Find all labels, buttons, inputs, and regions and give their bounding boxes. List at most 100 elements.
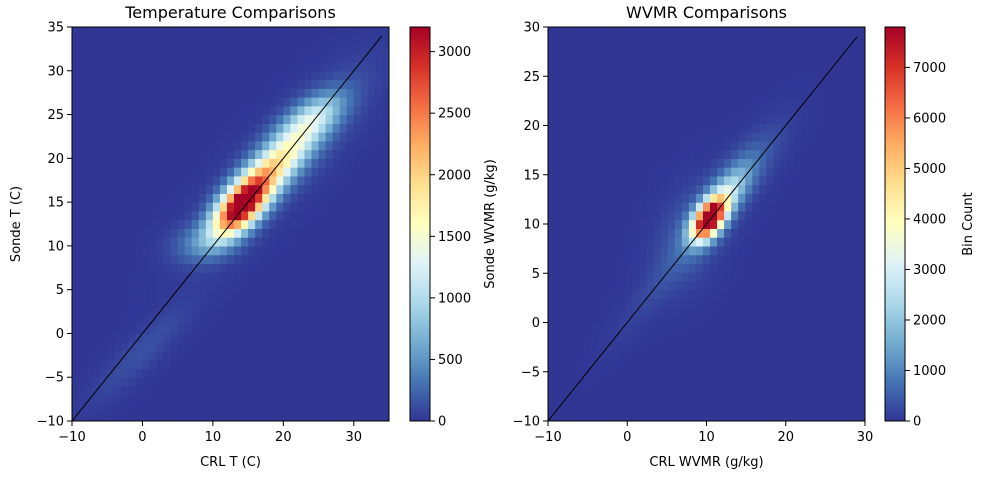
wvmr-bin bbox=[569, 324, 577, 335]
temperature-bin bbox=[100, 184, 108, 194]
wvmr-bin bbox=[787, 53, 796, 63]
temperature-bin bbox=[191, 394, 200, 405]
wvmr-bin bbox=[794, 193, 803, 203]
wvmr-bin bbox=[850, 263, 859, 273]
wvmr-bin bbox=[836, 132, 845, 142]
temperature-bin bbox=[212, 79, 221, 89]
wvmr-bin bbox=[738, 289, 746, 300]
temperature-bin bbox=[318, 62, 327, 72]
wvmr-bin bbox=[745, 219, 753, 229]
wvmr-bin bbox=[808, 53, 817, 63]
wvmr-bin bbox=[576, 280, 584, 291]
temperature-bin bbox=[381, 403, 389, 413]
wvmr-bin bbox=[745, 184, 753, 194]
wvmr-bin bbox=[808, 377, 817, 387]
wvmr-bin bbox=[674, 324, 683, 335]
wvmr-bin bbox=[576, 62, 584, 72]
temperature-bin bbox=[297, 237, 306, 247]
wvmr-bin bbox=[639, 70, 648, 81]
wvmr-bin bbox=[850, 350, 859, 361]
wvmr-bin bbox=[583, 70, 591, 81]
wvmr-bin bbox=[780, 272, 789, 282]
wvmr-bin bbox=[632, 193, 641, 203]
temperature-bin bbox=[346, 412, 355, 421]
temperature-bin bbox=[212, 184, 221, 194]
temperature-bin bbox=[121, 44, 129, 54]
temperature-bin bbox=[269, 105, 277, 116]
temperature-bin bbox=[241, 307, 249, 317]
wvmr-bin bbox=[590, 368, 598, 378]
wvmr-bin bbox=[794, 79, 803, 89]
temperature-bin bbox=[107, 132, 115, 142]
wvmr-bin bbox=[773, 298, 782, 308]
temperature-bin bbox=[156, 35, 165, 46]
temperature-bin bbox=[128, 289, 136, 300]
wvmr-bin bbox=[731, 27, 739, 37]
temperature-bin bbox=[304, 70, 313, 81]
wvmr-bin bbox=[836, 70, 845, 81]
temperature-bin bbox=[114, 342, 122, 352]
wvmr-bin bbox=[815, 289, 824, 300]
temperature-bin bbox=[93, 158, 101, 168]
wvmr-bin bbox=[555, 62, 563, 72]
wvmr-bin bbox=[710, 237, 718, 247]
wvmr-bin bbox=[752, 272, 760, 282]
wvmr-bin bbox=[618, 254, 627, 264]
temperature-bin bbox=[170, 403, 179, 413]
temperature-bin bbox=[290, 403, 299, 413]
temperature-bin bbox=[234, 342, 242, 352]
temperature-bin bbox=[191, 315, 200, 326]
temperature-bin bbox=[72, 298, 80, 308]
temperature-bin bbox=[283, 263, 291, 273]
wvmr-bin bbox=[569, 403, 577, 413]
wvmr-bin bbox=[822, 289, 831, 300]
temperature-bin bbox=[107, 202, 115, 212]
wvmr-bin bbox=[639, 254, 648, 264]
wvmr-bin bbox=[604, 228, 612, 238]
temperature-bin bbox=[304, 132, 313, 142]
wvmr-bin bbox=[731, 412, 739, 421]
wvmr-bin bbox=[822, 359, 831, 370]
wvmr-bin bbox=[787, 79, 796, 89]
wvmr-bin bbox=[724, 79, 732, 89]
temperature-bin bbox=[367, 193, 376, 203]
wvmr-bin bbox=[639, 237, 648, 247]
temperature-bin bbox=[283, 27, 291, 37]
wvmr-bin bbox=[632, 315, 641, 326]
wvmr-bin bbox=[738, 114, 746, 124]
wvmr-bin bbox=[555, 254, 563, 264]
wvmr-bin bbox=[808, 263, 817, 273]
temperature-bin bbox=[241, 368, 249, 378]
wvmr-bin bbox=[576, 333, 584, 343]
wvmr-bin bbox=[710, 193, 718, 203]
wvmr-bin bbox=[808, 342, 817, 352]
temperature-bin bbox=[212, 350, 221, 361]
wvmr-bin bbox=[745, 202, 753, 212]
temperature-bin bbox=[339, 359, 348, 370]
wvmr-bin bbox=[667, 62, 676, 72]
wvmr-bin bbox=[836, 210, 845, 221]
wvmr-bin bbox=[583, 272, 591, 282]
temperature-bin bbox=[290, 184, 299, 194]
temperature-bin bbox=[149, 324, 158, 335]
temperature-bin bbox=[262, 27, 270, 37]
wvmr-bin bbox=[597, 167, 605, 177]
wvmr-bin bbox=[618, 88, 627, 98]
temperature-bin bbox=[367, 254, 376, 264]
temperature-bin bbox=[163, 44, 172, 54]
temperature-bin bbox=[177, 263, 186, 273]
wvmr-bin bbox=[653, 167, 662, 177]
wvmr-bin bbox=[548, 403, 556, 413]
temperature-bin bbox=[367, 167, 376, 177]
wvmr-bin bbox=[569, 228, 577, 238]
wvmr-bin bbox=[562, 62, 570, 72]
wvmr-bin bbox=[731, 237, 739, 247]
wvmr-bin bbox=[618, 53, 627, 63]
wvmr-bin bbox=[695, 193, 704, 203]
temperature-bin bbox=[177, 167, 186, 177]
wvmr-bin bbox=[653, 333, 662, 343]
temperature-bin bbox=[325, 324, 334, 335]
wvmr-bin bbox=[773, 368, 782, 378]
wvmr-bin bbox=[674, 105, 683, 116]
temperature-bin bbox=[226, 123, 235, 133]
